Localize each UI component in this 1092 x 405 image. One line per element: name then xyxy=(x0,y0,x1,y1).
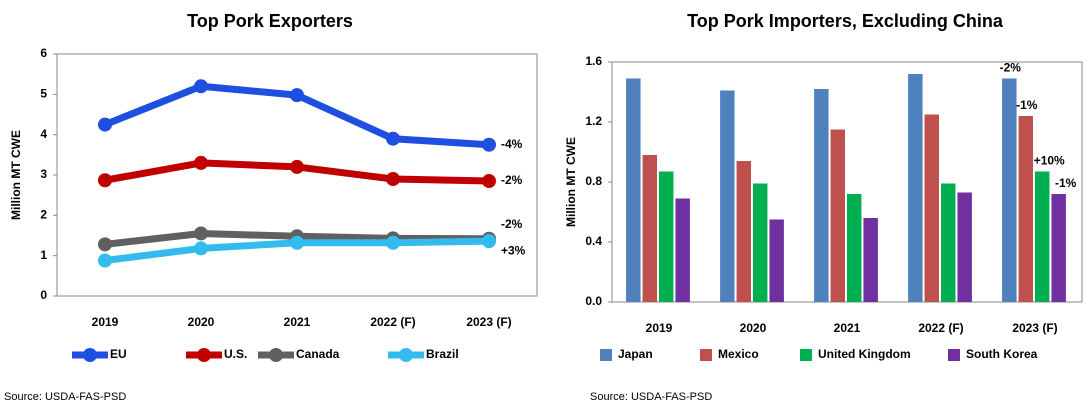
x-tick-label: 2019 xyxy=(646,321,673,335)
chart-title: Top Pork Importers, Excluding China xyxy=(687,11,1004,31)
legend-label: South Korea xyxy=(966,347,1038,361)
chart-title: Top Pork Exporters xyxy=(187,11,353,31)
legend-label: EU xyxy=(110,347,127,361)
x-tick-label: 2021 xyxy=(834,321,861,335)
point xyxy=(290,235,304,250)
legend-label: Canada xyxy=(296,347,340,361)
point xyxy=(386,235,400,250)
bar xyxy=(659,171,674,302)
point xyxy=(482,137,496,152)
point xyxy=(98,253,112,268)
change-label: -1% xyxy=(1016,98,1038,112)
change-label: -2% xyxy=(501,173,523,187)
bar xyxy=(1051,194,1066,302)
change-label: -4% xyxy=(501,137,523,151)
point xyxy=(290,88,304,103)
legend-swatch xyxy=(948,349,960,361)
legend-label: Mexico xyxy=(718,347,759,361)
legend-swatch xyxy=(800,349,812,361)
legend-marker xyxy=(83,348,97,362)
bar xyxy=(863,218,878,302)
point xyxy=(386,131,400,146)
source: Source: USDA-FAS-PSD xyxy=(4,391,126,403)
bar xyxy=(720,90,735,302)
x-tick-label: 2020 xyxy=(740,321,767,335)
source: Source: USDA-FAS-PSD xyxy=(590,391,712,403)
legend-marker xyxy=(399,348,413,362)
legend-swatch xyxy=(700,349,712,361)
y-tick-label: 1.2 xyxy=(585,114,602,128)
y-tick-label: 3 xyxy=(40,167,47,181)
point xyxy=(482,234,496,249)
change-label: -1% xyxy=(1055,176,1077,190)
change-label: +10% xyxy=(1034,154,1065,168)
bar xyxy=(924,114,939,302)
legend-label: Japan xyxy=(618,347,653,361)
point xyxy=(194,241,208,256)
y-tick-label: 0.8 xyxy=(585,174,602,188)
point xyxy=(194,79,208,94)
y-tick-label: 1 xyxy=(40,248,47,262)
x-tick-label: 2023 (F) xyxy=(466,315,511,329)
bar xyxy=(908,74,923,302)
bar xyxy=(675,198,690,302)
legend-marker xyxy=(269,348,283,362)
legend-label: Brazil xyxy=(426,347,459,361)
y-tick-label: 4 xyxy=(40,127,47,141)
bar xyxy=(941,183,956,302)
change-label: +3% xyxy=(501,243,526,257)
point xyxy=(194,155,208,170)
y-tick-label: 0.0 xyxy=(585,294,602,308)
y-axis-label: Million MT CWE xyxy=(9,130,23,220)
bar xyxy=(847,194,862,302)
x-tick-label: 2022 (F) xyxy=(370,315,415,329)
point xyxy=(482,174,496,189)
bar xyxy=(642,155,657,302)
bar xyxy=(1002,78,1017,302)
x-tick-label: 2019 xyxy=(92,315,119,329)
x-tick-label: 2022 (F) xyxy=(918,321,963,335)
bar xyxy=(736,161,751,302)
change-label: -2% xyxy=(501,217,523,231)
legend-swatch xyxy=(600,349,612,361)
point xyxy=(194,226,208,241)
y-tick-label: 0 xyxy=(40,288,47,302)
bar xyxy=(1018,116,1033,302)
y-tick-label: 2 xyxy=(40,208,47,222)
bar xyxy=(753,183,768,302)
y-tick-label: 1.6 xyxy=(585,54,602,68)
bar xyxy=(769,219,784,302)
change-label: -2% xyxy=(1000,61,1022,75)
bar xyxy=(814,89,829,302)
point xyxy=(98,117,112,132)
y-axis-label: Million MT CWE xyxy=(564,137,578,227)
y-tick-label: 0.4 xyxy=(585,234,602,248)
x-tick-label: 2021 xyxy=(284,315,311,329)
legend-marker xyxy=(197,348,211,362)
point xyxy=(386,172,400,187)
bar xyxy=(957,192,972,302)
legend-label: U.S. xyxy=(224,347,247,361)
x-tick-label: 2020 xyxy=(188,315,215,329)
point xyxy=(98,237,112,252)
legend-label: United Kingdom xyxy=(818,347,911,361)
point xyxy=(290,159,304,174)
x-tick-label: 2023 (F) xyxy=(1012,321,1057,335)
bar xyxy=(1035,171,1050,302)
point xyxy=(98,173,112,188)
y-tick-label: 6 xyxy=(40,46,47,60)
bar xyxy=(626,78,641,302)
y-tick-label: 5 xyxy=(40,87,47,101)
bar xyxy=(830,129,845,302)
